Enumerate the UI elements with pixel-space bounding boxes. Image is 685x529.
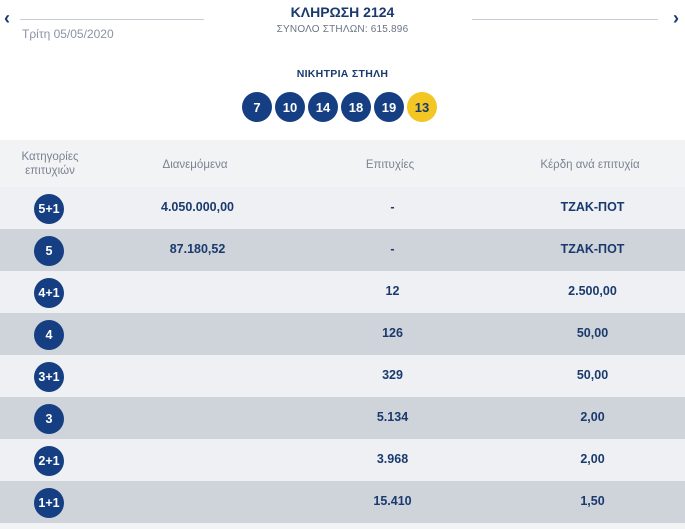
column-header-winners: Επιτυχίες xyxy=(365,159,415,171)
prize-per-winner: 50,00 xyxy=(576,368,609,382)
category-badge: 3 xyxy=(34,404,64,434)
winners-count: 12 xyxy=(385,284,400,298)
bonus-number-ball: 13 xyxy=(407,92,437,122)
table-row: 2+1 3.968 2,00 xyxy=(0,439,685,481)
draw-date: Τρίτη 05/05/2020 xyxy=(22,27,114,41)
next-draw-chevron-right-icon[interactable]: › xyxy=(673,8,679,28)
category-badge: 2+1 xyxy=(34,446,64,476)
column-header-prize: Κέρδη ανά επιτυχία xyxy=(540,159,640,171)
category-badge: 5+1 xyxy=(34,194,64,224)
winning-number-ball: 7 xyxy=(242,92,272,122)
table-row: 5 87.180,52 - ΤΖΑΚ-ΠΟΤ xyxy=(0,229,685,271)
prize-per-winner: ΤΖΑΚ-ΠΟΤ xyxy=(560,242,625,256)
prize-per-winner: 50,00 xyxy=(576,326,609,340)
winners-count: 15.410 xyxy=(373,494,412,508)
draw-header: ‹ Τρίτη 05/05/2020 ΚΛΗΡΩΣΗ 2124 ΣΥΝΟΛΟ Σ… xyxy=(0,0,685,48)
prize-table: Κατηγορίες επιτυχιών Διανεμόμενα Επιτυχί… xyxy=(0,140,685,529)
prev-draw-chevron-left-icon[interactable]: ‹ xyxy=(4,8,10,28)
header-divider-right xyxy=(472,19,658,20)
prize-per-winner: 2,00 xyxy=(580,452,605,466)
table-row: 3 5.134 2,00 xyxy=(0,397,685,439)
table-row: 3+1 329 50,00 xyxy=(0,355,685,397)
prize-per-winner: 2.500,00 xyxy=(568,284,617,298)
winning-number-ball: 18 xyxy=(341,92,371,122)
column-header-distributed: Διανεμόμενα xyxy=(162,159,228,171)
total-columns: ΣΥΝΟΛΟ ΣΤΗΛΩΝ: 615.896 xyxy=(276,24,409,35)
winning-column-label: ΝΙΚΗΤΡΙΑ ΣΤΗΛΗ xyxy=(296,68,389,80)
table-row: 5+1 4.050.000,00 - ΤΖΑΚ-ΠΟΤ xyxy=(0,187,685,229)
header-divider-left xyxy=(20,19,204,20)
table-row: 4+1 12 2.500,00 xyxy=(0,271,685,313)
table-row: 4 126 50,00 xyxy=(0,313,685,355)
table-row: 1+1 15.410 1,50 xyxy=(0,481,685,523)
winners-count: 3.968 xyxy=(376,452,409,466)
winning-column-section: ΝΙΚΗΤΡΙΑ ΣΤΗΛΗ 7 10 14 18 19 13 xyxy=(0,48,685,140)
prize-table-header: Κατηγορίες επιτυχιών Διανεμόμενα Επιτυχί… xyxy=(0,140,685,187)
distributed-amount: 4.050.000,00 xyxy=(161,200,234,214)
winners-count: 329 xyxy=(382,368,403,382)
category-badge: 5 xyxy=(34,236,64,266)
winning-number-ball: 19 xyxy=(374,92,404,122)
draw-title: ΚΛΗΡΩΣΗ 2124 xyxy=(290,4,395,20)
winners-count: 5.134 xyxy=(376,410,409,424)
category-badge: 4+1 xyxy=(34,278,64,308)
winners-count: 126 xyxy=(382,326,403,340)
distributed-amount: 87.180,52 xyxy=(169,242,226,256)
category-badge: 3+1 xyxy=(34,362,64,392)
winning-number-ball: 10 xyxy=(275,92,305,122)
winners-count: - xyxy=(390,200,395,214)
winners-count: - xyxy=(390,242,395,256)
column-header-category: Κατηγορίες επιτυχιών xyxy=(21,151,79,177)
winning-numbers: 7 10 14 18 19 13 xyxy=(242,92,437,122)
prize-per-winner: 2,00 xyxy=(580,410,605,424)
category-badge: 1+1 xyxy=(34,488,64,518)
winning-number-ball: 14 xyxy=(308,92,338,122)
category-badge: 4 xyxy=(34,320,64,350)
prize-per-winner: ΤΖΑΚ-ΠΟΤ xyxy=(560,200,625,214)
prize-per-winner: 1,50 xyxy=(580,494,605,508)
